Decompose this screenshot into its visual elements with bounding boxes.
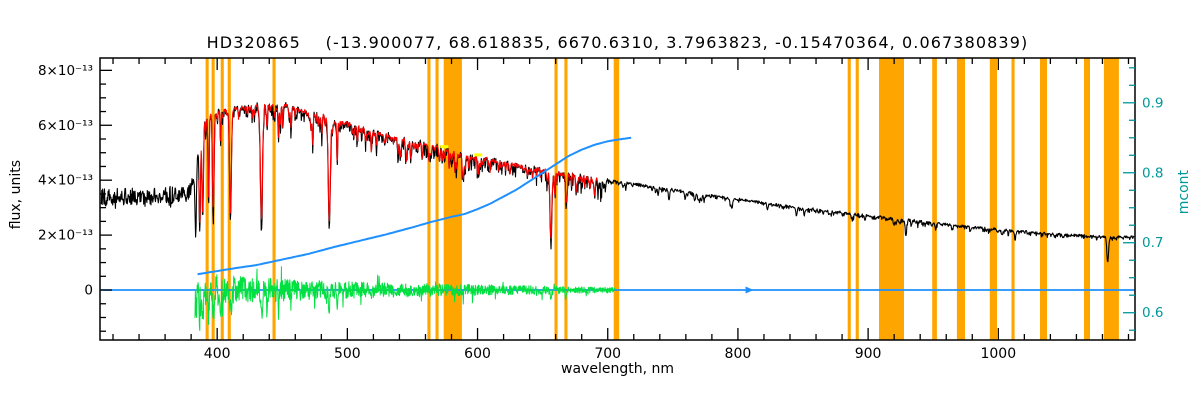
model-fit-spectrum xyxy=(198,103,598,239)
masked-band xyxy=(272,58,276,340)
y-tick-label: 0 xyxy=(84,283,93,299)
y-tick-label: 8×10⁻¹³ xyxy=(38,63,93,79)
observed-spectrum xyxy=(100,101,1135,263)
y-tick-label: 2×10⁻¹³ xyxy=(38,228,93,244)
masked-band xyxy=(932,58,937,340)
y2-tick-label: 0.8 xyxy=(1142,165,1163,181)
masked-band xyxy=(427,58,431,340)
masked-band xyxy=(855,58,859,340)
masked-band xyxy=(554,58,558,340)
masked-band xyxy=(1103,58,1119,340)
plot-title: HD320865 (-13.900077, 68.618835, 6670.63… xyxy=(206,33,1029,52)
mcont-curve xyxy=(197,136,632,276)
x-tick-label: 800 xyxy=(725,346,752,362)
x-tick-label: 600 xyxy=(464,346,491,362)
x-tick-label: 1000 xyxy=(980,346,1016,362)
masked-band xyxy=(205,58,209,340)
y-tick-label: 4×10⁻¹³ xyxy=(38,173,93,189)
masked-band xyxy=(989,58,997,340)
masked-band xyxy=(1011,58,1015,340)
masked-band xyxy=(847,58,851,340)
residuals xyxy=(194,266,616,331)
baseline-arrow-icon xyxy=(745,286,754,294)
y2-tick-label: 0.9 xyxy=(1142,95,1163,111)
masked-band xyxy=(879,58,904,340)
x-tick-label: 700 xyxy=(594,346,621,362)
y-tick-label: 6×10⁻¹³ xyxy=(38,118,93,134)
x-axis-label: wavelength, nm xyxy=(561,361,674,377)
plot-frame xyxy=(99,57,1136,341)
x-tick-label: 400 xyxy=(204,346,231,362)
x-tick-label: 500 xyxy=(334,346,361,362)
y2-tick-label: 0.7 xyxy=(1142,235,1163,251)
masked-band xyxy=(613,58,620,340)
y2-tick-label: 0.6 xyxy=(1142,305,1163,321)
masked-band xyxy=(443,58,462,340)
masked-band xyxy=(220,58,224,340)
x-tick-label: 900 xyxy=(855,346,882,362)
masked-band xyxy=(956,58,965,340)
masked-band xyxy=(1084,58,1090,340)
masked-band xyxy=(227,58,231,340)
masked-band xyxy=(435,58,439,340)
masked-band xyxy=(1040,58,1047,340)
